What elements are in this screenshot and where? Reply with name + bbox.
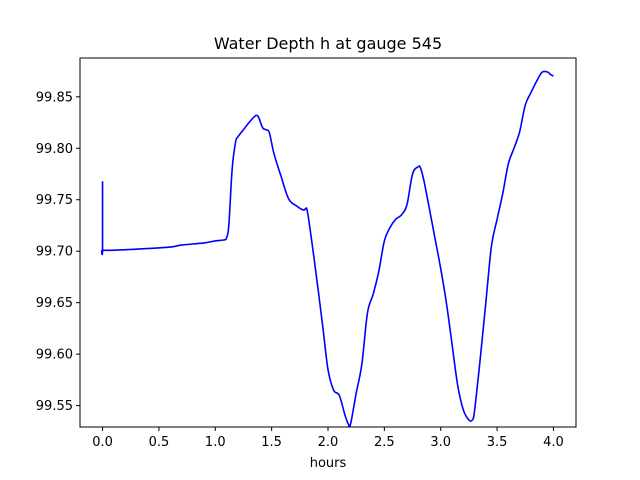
x-tick-label: 0.0 [92, 435, 113, 450]
y-tick-label: 99.55 [36, 399, 73, 414]
x-axis-ticks: 0.0 0.5 1.0 1.5 2.0 2.5 3.0 3.5 4.0 [92, 427, 564, 450]
x-tick-label: 1.5 [261, 435, 282, 450]
chart-title: Water Depth h at gauge 545 [214, 34, 442, 53]
y-tick-label: 99.70 [36, 245, 73, 260]
y-tick-label: 99.65 [36, 296, 73, 311]
x-tick-label: 3.0 [430, 435, 451, 450]
y-tick-label: 99.60 [36, 348, 73, 363]
x-tick-label: 2.5 [374, 435, 395, 450]
y-tick-label: 99.80 [36, 142, 73, 157]
x-tick-label: 4.0 [543, 435, 564, 450]
x-tick-label: 0.5 [149, 435, 170, 450]
y-axis-ticks: 99.55 99.60 99.65 99.70 99.75 99.80 99.85 [36, 90, 80, 414]
x-tick-label: 1.0 [205, 435, 226, 450]
y-tick-label: 99.75 [36, 193, 73, 208]
plot-area [100, 70, 554, 428]
y-tick-label: 99.85 [36, 90, 73, 105]
series-line-0 [100, 70, 554, 428]
x-tick-label: 3.5 [487, 435, 508, 450]
x-tick-label: 2.0 [318, 435, 339, 450]
x-axis-label: hours [310, 456, 347, 471]
